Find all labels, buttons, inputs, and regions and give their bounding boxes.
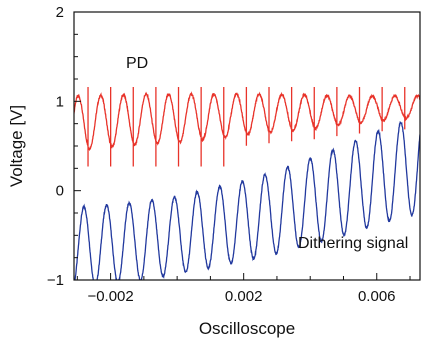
y-tick-label: 0 [56,183,64,200]
y-tick-label: 2 [56,4,64,21]
dithering-annotation: Dithering signal [298,235,408,252]
dithering-series-line [74,121,420,280]
x-axis-title: Oscilloscope [199,319,295,338]
x-tick-label: 0.006 [358,288,396,305]
x-tick-label: 0.002 [225,288,263,305]
y-axis-title: Voltage [V] [7,105,26,187]
pd-annotation: PD [126,55,148,72]
x-axis: −0.002 0.002 0.006 [76,273,411,305]
pd-series-line [74,87,420,167]
y-tick-label: −1 [47,272,64,289]
y-axis: −1 0 1 2 [47,4,81,289]
x-tick-label: −0.002 [87,288,133,305]
y-tick-label: 1 [56,93,64,110]
plot-area [74,87,420,280]
